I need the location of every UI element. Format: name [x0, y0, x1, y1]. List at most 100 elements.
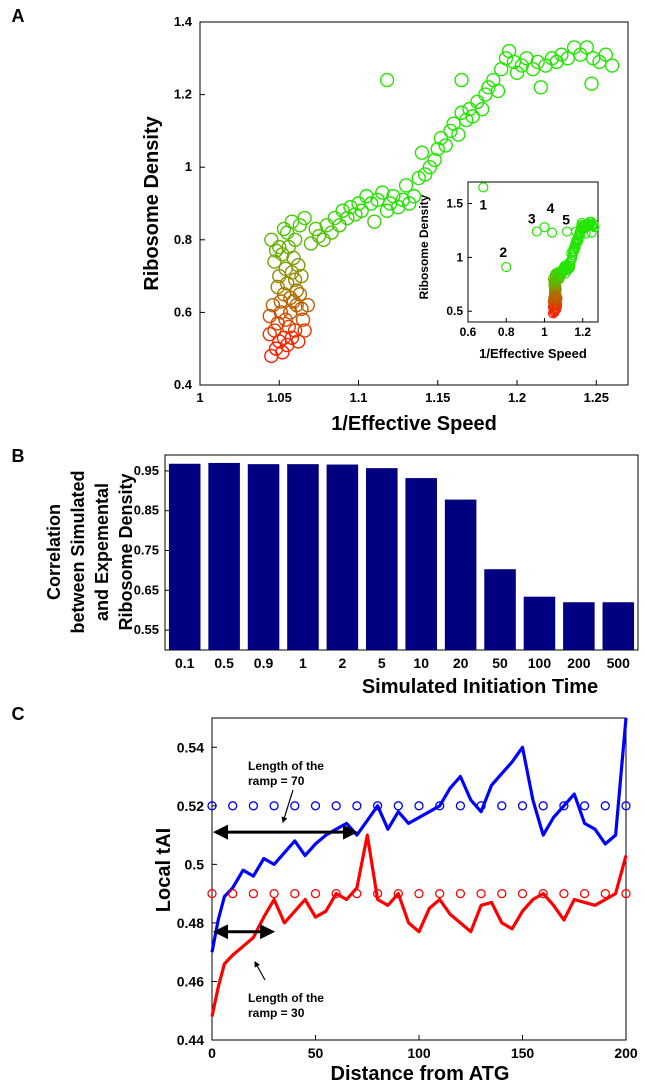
scatter-point	[265, 297, 281, 313]
scatter-point	[383, 196, 398, 211]
annotation-leader	[281, 789, 294, 824]
level-marker	[621, 888, 631, 899]
inset-x-tick-label: 1.2	[574, 325, 591, 339]
x-tick-label: 50	[308, 1045, 324, 1061]
scatter-point	[327, 210, 342, 226]
level-marker	[352, 888, 362, 899]
ramp-annotation-text: ramp = 30	[248, 1006, 305, 1020]
level-marker	[517, 888, 528, 899]
scatter-point	[579, 40, 594, 55]
inset-point	[549, 292, 560, 303]
bar	[366, 468, 398, 650]
level-marker	[248, 888, 259, 899]
ramp-annotation-text: Length of the	[248, 759, 324, 773]
level-marker	[372, 888, 383, 899]
level-marker	[393, 801, 403, 811]
x-tick-label: 1	[196, 390, 203, 405]
scatter-point	[294, 268, 309, 284]
panel-label-b: B	[12, 446, 25, 466]
level-marker	[517, 801, 528, 811]
inset-labeled-point	[478, 182, 489, 193]
y-tick-label: 0.46	[177, 973, 204, 989]
scatter-point	[414, 145, 430, 160]
scatter-point	[262, 308, 277, 324]
scatter-point	[278, 312, 293, 327]
level-marker	[435, 801, 445, 811]
inset-point	[586, 227, 597, 238]
scatter-point	[297, 323, 312, 338]
scatter-point	[443, 123, 458, 139]
scatter-point	[340, 210, 355, 226]
scatter-point	[316, 232, 331, 248]
x-tick-label: 0.1	[175, 655, 195, 671]
inset-x-tick-label: 0.6	[460, 325, 477, 339]
panel-b-chart: 0.1 0.5 0.9 1 2 5 10 20 50 100 200 500 0.55 0.65 0.75 0…	[44, 454, 639, 698]
scatter-point	[303, 236, 319, 251]
bar	[326, 464, 359, 650]
y-tick-label: 0.75	[134, 543, 159, 558]
scatter-point	[379, 72, 395, 88]
scatter-point	[275, 345, 290, 360]
scatter-point	[427, 152, 442, 168]
panel-c-chart: 0 50 100 150 200 0.44 0.46 0.48 0.5 0.52 0.54 Dista…	[153, 717, 638, 1085]
scatter-point	[268, 243, 284, 258]
bar	[563, 602, 595, 650]
annotation-leader	[254, 960, 266, 981]
y-axis-label-line: Ribosome Density	[116, 473, 136, 630]
bar	[168, 463, 201, 650]
y-tick-label: 0.54	[177, 739, 204, 755]
scatter-point	[292, 218, 308, 233]
x-tick-label: 1.05	[267, 390, 292, 405]
inset-labeled-point	[547, 227, 558, 238]
inset-labeled-point	[539, 222, 550, 233]
scatter-point	[402, 196, 417, 211]
scatter-point	[417, 167, 433, 182]
scatter-point	[598, 47, 614, 62]
scatter-point	[406, 189, 422, 204]
scatter-point	[398, 178, 414, 193]
scatter-point	[267, 254, 282, 269]
y-tick-label: 1.4	[174, 14, 193, 29]
level-marker	[393, 888, 403, 899]
level-marker	[414, 801, 424, 811]
scatter-point	[451, 127, 466, 142]
y-tick-label: 0.55	[134, 622, 159, 637]
scatter-point	[465, 109, 480, 124]
x-tick-label: 20	[453, 655, 469, 671]
level-marker	[290, 888, 300, 899]
inset-point-label: 4	[547, 200, 555, 216]
inset-y-tick-label: 0.5	[446, 304, 463, 318]
inset-point	[586, 219, 597, 231]
x-tick-label: 0	[208, 1045, 216, 1061]
scatter-point	[286, 250, 301, 266]
inset-point	[589, 222, 600, 233]
y-tick-label: 0.44	[177, 1032, 204, 1048]
scatter-point	[498, 51, 514, 66]
scatter-point	[283, 290, 298, 306]
scatter-point	[354, 203, 369, 218]
y-axis-label: Local tAI	[153, 828, 175, 912]
level-marker	[538, 888, 548, 899]
y-tick-label: 1.2	[174, 87, 192, 102]
level-marker	[269, 801, 279, 811]
scatter-point	[267, 323, 282, 338]
scatter-point	[367, 214, 382, 229]
scatter-point	[332, 218, 347, 233]
inset-point-label: 2	[499, 244, 507, 260]
scatter-point	[474, 101, 490, 117]
level-marker	[476, 888, 486, 899]
scatter-point	[422, 159, 438, 175]
y-tick-label: 0.52	[177, 798, 204, 814]
x-tick-label: 1.1	[349, 390, 367, 405]
scatter-point	[324, 225, 339, 240]
ramp-annotation-text: Length of the	[248, 991, 324, 1005]
x-axis-label: 1/Effective Speed	[331, 413, 497, 435]
series-line	[210, 833, 628, 1017]
level-marker	[579, 888, 590, 899]
scatter-point	[470, 94, 485, 110]
scatter-point	[604, 58, 620, 73]
level-marker	[559, 888, 569, 899]
x-tick-label: 1.2	[508, 390, 526, 405]
x-tick-label: 10	[413, 655, 429, 671]
y-tick-label: 0.5	[185, 856, 205, 872]
